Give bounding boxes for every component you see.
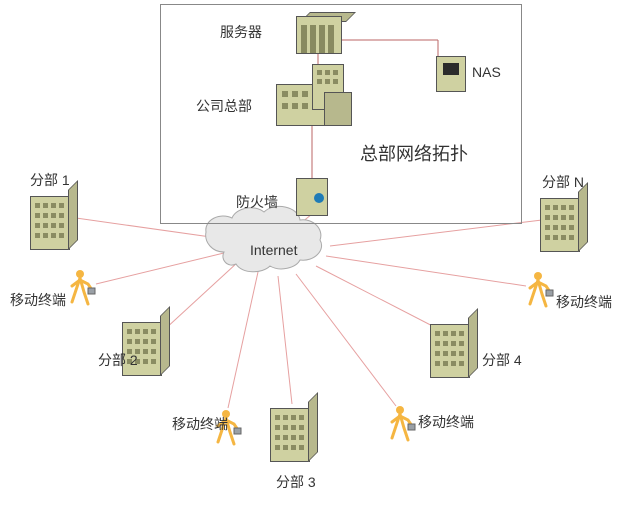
- branch3-label: 分部 3: [276, 472, 316, 492]
- external-edges: [76, 214, 542, 408]
- firewall-label: 防火墙: [236, 192, 278, 212]
- branch1-icon: [30, 190, 76, 248]
- internet-label: Internet: [250, 242, 297, 258]
- branch4-icon: [430, 318, 476, 376]
- mobile3-label: 移动终端: [418, 412, 474, 432]
- branchN-icon: [540, 192, 586, 250]
- mobile3-icon: [386, 404, 416, 444]
- branch2-label: 分部 2: [98, 350, 138, 370]
- branchN-label: 分部 N: [542, 172, 584, 192]
- mobile4-icon: [524, 270, 554, 310]
- firewall-icon: [296, 178, 328, 216]
- hq-title-label: 总部网络拓扑: [360, 140, 468, 166]
- hq-building-label: 公司总部: [196, 96, 252, 116]
- branch1-label: 分部 1: [30, 170, 70, 190]
- mobile2-label: 移动终端: [172, 414, 228, 434]
- mobile4-label: 移动终端: [556, 292, 612, 312]
- nas-label: NAS: [472, 64, 501, 80]
- server-label: 服务器: [220, 22, 262, 42]
- mobile1-icon: [66, 268, 96, 308]
- server-icon: [296, 12, 340, 52]
- nas-icon: [436, 56, 466, 92]
- branch3-icon: [270, 402, 316, 460]
- hq-building-icon: [276, 64, 356, 124]
- diagram-canvas: { "type": "network", "canvas": { "width"…: [0, 0, 636, 506]
- mobile1-label: 移动终端: [10, 290, 66, 310]
- branch4-label: 分部 4: [482, 350, 522, 370]
